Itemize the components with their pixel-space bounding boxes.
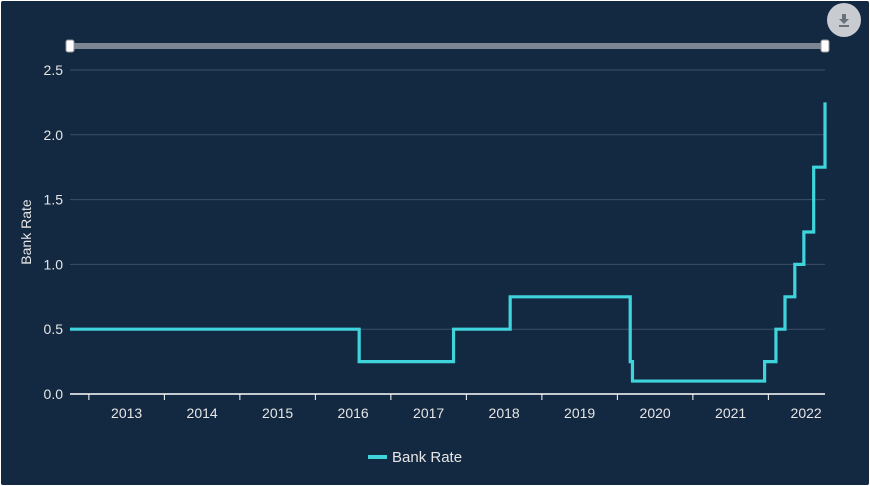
navigator-handle-right[interactable] bbox=[820, 39, 830, 53]
y-tick-label: 0.0 bbox=[44, 386, 64, 402]
y-tick-label: 1.0 bbox=[44, 256, 64, 272]
y-tick-label: 2.5 bbox=[44, 62, 64, 78]
navigator-track[interactable] bbox=[70, 43, 825, 49]
legend-label-bank-rate: Bank Rate bbox=[392, 449, 462, 466]
x-tick-label: 2015 bbox=[262, 405, 293, 421]
y-tick-label: 1.5 bbox=[44, 192, 64, 208]
series-line-bank-rate[interactable] bbox=[70, 102, 827, 383]
x-tick-label: 2022 bbox=[791, 405, 822, 421]
x-tick-label: 2014 bbox=[187, 405, 218, 421]
x-tick-label: 2021 bbox=[715, 405, 746, 421]
y-axis-title: Bank Rate bbox=[18, 199, 34, 265]
x-tick-label: 2019 bbox=[564, 405, 595, 421]
x-tick-label: 2016 bbox=[338, 405, 369, 421]
legend[interactable]: Bank Rate bbox=[368, 449, 462, 466]
x-axis-labels: 2013 2014 2015 2016 2017 2018 2019 2020 2021 2022 bbox=[88, 394, 822, 421]
navigator-handle-left[interactable] bbox=[65, 39, 75, 53]
y-gridlines bbox=[70, 69, 825, 330]
range-navigator[interactable] bbox=[65, 39, 830, 53]
y-tick-label: 2.0 bbox=[44, 127, 64, 143]
download-icon bbox=[839, 14, 849, 27]
x-tick-label: 2020 bbox=[640, 405, 671, 421]
y-axis-labels: 0.0 0.5 1.0 1.5 2.0 2.5 bbox=[44, 62, 64, 402]
x-tick-label: 2017 bbox=[413, 405, 444, 421]
download-button[interactable] bbox=[827, 3, 861, 37]
x-tick-label: 2018 bbox=[489, 405, 520, 421]
x-tick-label: 2013 bbox=[111, 405, 142, 421]
y-tick-label: 0.5 bbox=[44, 321, 64, 337]
